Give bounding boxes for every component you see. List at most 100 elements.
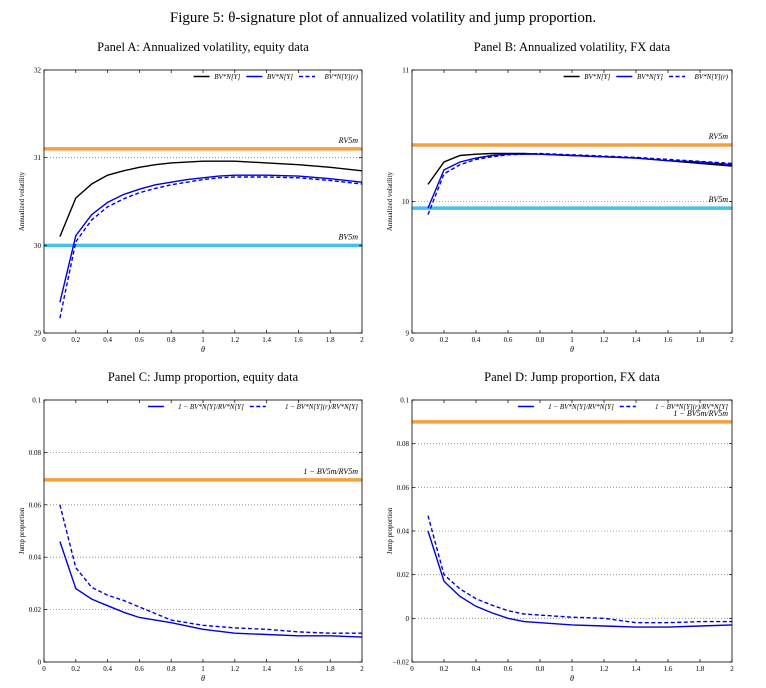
y-tick-label: 0 xyxy=(406,615,410,623)
x-tick-label: 1 xyxy=(201,336,205,344)
panel-d-title: Panel D: Jump proportion, FX data xyxy=(484,370,660,384)
panel-0: RV5m BV5m 0 0.2 0.4 0.6 0.8 1 1.2 1.4 1.6 1.8 2 29 30 3… xyxy=(18,67,364,355)
legend-label: 1 − BV*N[Y]/RV*N[Y] xyxy=(548,403,614,411)
y-tick-label: 11 xyxy=(402,67,409,75)
reference-line-label: 1 − BV5m/RV5m xyxy=(673,409,728,418)
y-tick-label: 0.1 xyxy=(400,397,409,405)
x-tick-label: 0.2 xyxy=(440,336,449,344)
x-tick-label: 1.8 xyxy=(696,665,705,673)
x-tick-label: 1.8 xyxy=(326,665,335,673)
y-tick-label: 10 xyxy=(402,198,410,206)
x-tick-label: 0.8 xyxy=(167,336,176,344)
x-axis-label: θ xyxy=(201,674,205,683)
x-tick-label: 0.6 xyxy=(135,665,144,673)
x-tick-label: 2 xyxy=(360,336,364,344)
x-tick-label: 0.4 xyxy=(472,336,481,344)
x-tick-label: 0.4 xyxy=(103,336,112,344)
panel-1: RV5m BV5m 0 0.2 0.4 0.6 0.8 1 1.2 1.4 1.6 1.8 2 9 10 11… xyxy=(386,67,734,355)
y-tick-label: −0.02 xyxy=(393,659,410,667)
x-tick-label: 0.6 xyxy=(504,665,513,673)
x-tick-label: 1.6 xyxy=(294,665,303,673)
panel-2: 1 − BV5m/RV5m 0 0.2 0.4 0.6 0.8 1 1.2 1.4 1.6 1.8 2… xyxy=(18,397,364,684)
legend: 1 − BV*N[Y](r)/RV*N[Y] 1 − BV*N[Y]/RV*N[Y… xyxy=(517,403,728,411)
panel-c-title: Panel C: Jump proportion, equity data xyxy=(107,370,299,384)
x-tick-label: 1.4 xyxy=(632,665,641,673)
x-tick-label: 1.4 xyxy=(262,665,271,673)
y-tick-label: 0.02 xyxy=(397,571,410,579)
x-axis-label: θ xyxy=(570,345,574,354)
y-axis-label: Jump proportion xyxy=(18,507,26,554)
series-line-1 xyxy=(59,504,362,634)
legend-label: 1 − BV*N[Y](r)/RV*N[Y] xyxy=(655,403,728,411)
reference-line-label: BV5m xyxy=(338,232,358,241)
legend-label: BV*N[Y] xyxy=(214,73,240,81)
x-tick-label: 1.8 xyxy=(696,336,705,344)
y-tick-label: 0.04 xyxy=(397,528,410,536)
x-tick-label: 1 xyxy=(570,665,574,673)
x-tick-label: 1 xyxy=(570,336,574,344)
x-tick-label: 0.8 xyxy=(167,665,176,673)
legend-label: BV*N[Y](r) xyxy=(695,73,729,81)
x-tick-label: 0.2 xyxy=(71,665,80,673)
y-tick-label: 29 xyxy=(34,330,42,338)
panel-b-title: Panel B: Annualized volatility, FX data xyxy=(473,40,671,54)
y-tick-label: 31 xyxy=(34,154,42,162)
panel-a-title: Panel A: Annualized volatility, equity d… xyxy=(97,40,309,54)
series-line-0 xyxy=(59,160,363,237)
x-tick-label: 1.2 xyxy=(230,665,239,673)
x-tick-label: 0.4 xyxy=(103,665,112,673)
y-tick-label: 0.08 xyxy=(397,440,410,448)
series-line-0 xyxy=(59,541,363,638)
x-tick-label: 1.6 xyxy=(294,336,303,344)
legend-label: BV*N[Y] xyxy=(267,73,293,81)
x-tick-label: 1.8 xyxy=(326,336,335,344)
x-axis-label: θ xyxy=(570,674,574,683)
y-tick-label: 30 xyxy=(34,242,42,250)
x-tick-label: 0.8 xyxy=(536,336,545,344)
x-tick-label: 0 xyxy=(410,665,414,673)
x-tick-label: 2 xyxy=(730,336,734,344)
x-tick-label: 2 xyxy=(360,665,364,673)
y-tick-label: 0.04 xyxy=(29,554,42,562)
y-tick-label: 0.02 xyxy=(29,606,42,614)
x-tick-label: 0.6 xyxy=(135,336,144,344)
series-line-1 xyxy=(427,515,732,624)
y-tick-label: 0.06 xyxy=(397,484,410,492)
plot-frame xyxy=(43,69,363,334)
y-tick-label: 0.06 xyxy=(29,501,42,509)
series-line-0 xyxy=(427,530,733,628)
legend: 1 − BV*N[Y](r)/RV*N[Y] 1 − BV*N[Y]/RV*N[Y… xyxy=(147,403,358,411)
x-tick-label: 0 xyxy=(42,665,46,673)
reference-line-label: BV5m xyxy=(708,195,728,204)
x-tick-label: 1 xyxy=(201,665,205,673)
series-line-2 xyxy=(59,176,363,319)
x-tick-label: 1.4 xyxy=(262,336,271,344)
y-tick-label: 0.1 xyxy=(32,397,41,405)
legend-label: BV*N[Y] xyxy=(584,73,610,81)
y-tick-label: 0.08 xyxy=(29,449,42,457)
series-line-1 xyxy=(59,174,363,303)
y-tick-label: 0 xyxy=(38,659,42,667)
x-tick-label: 0.4 xyxy=(472,665,481,673)
x-axis-label: θ xyxy=(201,345,205,354)
x-tick-label: 1.2 xyxy=(600,665,609,673)
x-tick-label: 0.6 xyxy=(504,336,513,344)
reference-line-label: RV5m xyxy=(338,136,359,145)
x-tick-label: 1.2 xyxy=(230,336,239,344)
x-tick-label: 0.2 xyxy=(71,336,80,344)
figure-title: Figure 5: θ-signature plot of annualized… xyxy=(169,10,597,26)
y-tick-label: 9 xyxy=(406,330,410,338)
legend-label: 1 − BV*N[Y](r)/RV*N[Y] xyxy=(285,403,358,411)
legend-label: BV*N[Y] xyxy=(637,73,663,81)
x-tick-label: 1.6 xyxy=(664,665,673,673)
x-tick-label: 1.6 xyxy=(664,336,673,344)
x-tick-label: 2 xyxy=(730,665,734,673)
legend: BV*N[Y](r) BV*N[Y] BV*N[Y] xyxy=(193,73,359,81)
y-axis-label: Jump proportion xyxy=(386,507,394,554)
x-tick-label: 0 xyxy=(410,336,414,344)
reference-line-label: 1 − BV5m/RV5m xyxy=(303,467,358,476)
legend: BV*N[Y](r) BV*N[Y] BV*N[Y] xyxy=(563,73,729,81)
plot-frame xyxy=(43,399,363,663)
series-line-1 xyxy=(427,153,733,209)
